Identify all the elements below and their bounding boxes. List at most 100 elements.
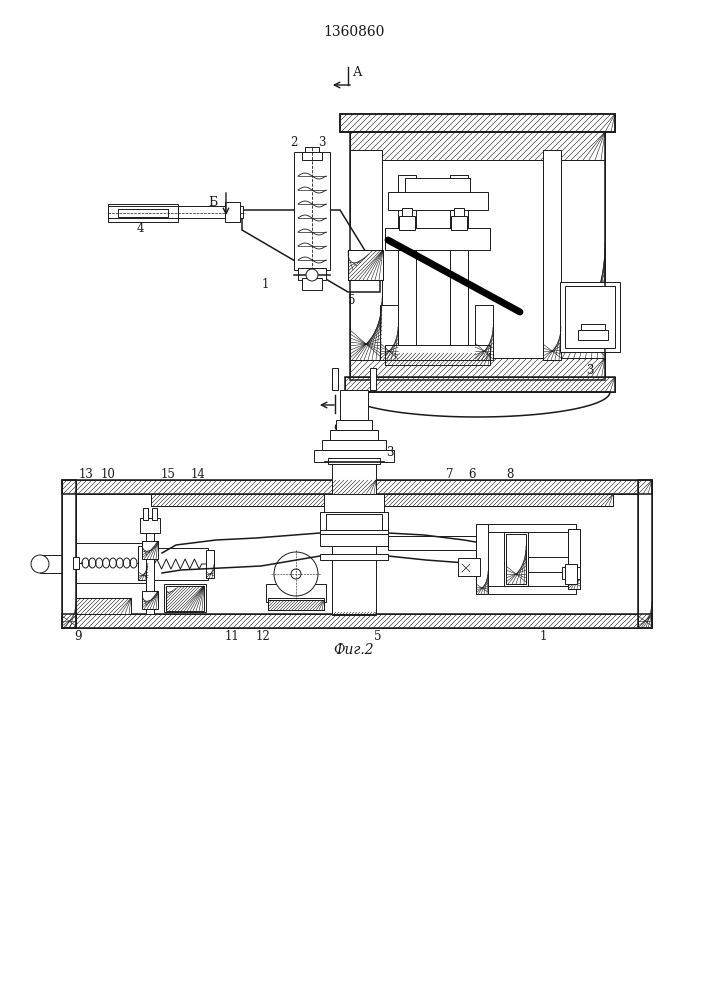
Text: Фиг.2: Фиг.2 bbox=[334, 643, 374, 657]
Bar bbox=[332, 368, 338, 390]
Bar bbox=[340, 114, 615, 132]
Bar bbox=[178, 206, 243, 218]
Bar bbox=[638, 480, 652, 628]
Bar bbox=[340, 390, 368, 420]
Bar bbox=[294, 152, 330, 270]
Bar bbox=[350, 358, 605, 380]
Bar bbox=[138, 546, 148, 580]
Bar bbox=[152, 508, 157, 520]
Text: 15: 15 bbox=[160, 468, 175, 482]
Bar bbox=[484, 532, 568, 586]
Bar bbox=[543, 150, 561, 360]
Bar bbox=[340, 114, 615, 132]
Text: 3: 3 bbox=[386, 446, 394, 458]
Bar bbox=[108, 204, 178, 222]
Bar bbox=[298, 268, 326, 280]
Text: 14: 14 bbox=[191, 468, 206, 482]
Bar bbox=[568, 529, 580, 589]
Bar bbox=[322, 440, 386, 450]
Bar bbox=[143, 508, 148, 520]
Text: 1: 1 bbox=[539, 631, 547, 644]
Bar bbox=[320, 530, 388, 536]
Bar bbox=[266, 584, 326, 602]
Text: 6: 6 bbox=[468, 468, 476, 482]
Text: 7: 7 bbox=[446, 468, 454, 482]
Bar bbox=[560, 282, 620, 352]
Bar bbox=[350, 132, 605, 380]
Bar bbox=[268, 598, 324, 610]
Bar bbox=[324, 494, 384, 514]
Bar bbox=[504, 532, 528, 586]
Bar bbox=[380, 305, 398, 360]
Bar bbox=[76, 494, 638, 614]
Bar bbox=[578, 330, 608, 340]
Circle shape bbox=[31, 555, 49, 573]
Bar bbox=[268, 600, 324, 610]
Bar bbox=[164, 584, 206, 612]
Bar bbox=[332, 480, 376, 494]
Bar bbox=[305, 147, 319, 152]
Bar bbox=[118, 209, 168, 217]
Bar bbox=[638, 480, 652, 628]
Bar bbox=[302, 152, 322, 160]
Bar bbox=[399, 216, 415, 230]
Bar bbox=[330, 430, 378, 440]
Bar bbox=[398, 175, 416, 350]
Text: А: А bbox=[340, 404, 350, 418]
Bar bbox=[73, 557, 79, 569]
Bar bbox=[568, 529, 580, 589]
Bar bbox=[345, 377, 615, 392]
Bar bbox=[166, 586, 204, 611]
Bar bbox=[62, 480, 76, 628]
Bar bbox=[388, 536, 476, 550]
Bar bbox=[545, 160, 605, 360]
Text: 9: 9 bbox=[74, 631, 82, 644]
Text: А-А: А-А bbox=[341, 450, 367, 464]
Bar bbox=[340, 114, 615, 132]
Bar bbox=[148, 548, 208, 580]
Text: 5: 5 bbox=[349, 294, 356, 306]
Bar bbox=[225, 202, 240, 222]
Bar bbox=[402, 208, 412, 216]
Bar bbox=[458, 558, 480, 576]
Bar bbox=[476, 524, 576, 594]
Text: 3: 3 bbox=[318, 135, 326, 148]
Text: 4: 4 bbox=[136, 222, 144, 234]
Bar bbox=[62, 480, 76, 628]
Bar bbox=[206, 550, 214, 578]
Text: 12: 12 bbox=[256, 631, 270, 644]
Bar bbox=[62, 480, 652, 494]
Bar bbox=[450, 175, 468, 350]
Bar bbox=[142, 591, 158, 609]
Polygon shape bbox=[242, 210, 380, 292]
Bar bbox=[385, 345, 490, 360]
Circle shape bbox=[274, 552, 318, 596]
Text: 2: 2 bbox=[291, 135, 298, 148]
Text: 3: 3 bbox=[586, 363, 594, 376]
Bar bbox=[506, 534, 526, 584]
Bar bbox=[565, 564, 577, 584]
Bar bbox=[451, 216, 467, 230]
Bar bbox=[336, 420, 372, 430]
Circle shape bbox=[291, 569, 301, 579]
Bar bbox=[345, 377, 615, 392]
Bar bbox=[350, 150, 382, 360]
Text: Б: Б bbox=[209, 196, 218, 209]
Bar bbox=[370, 368, 376, 390]
Bar bbox=[62, 480, 652, 494]
Bar bbox=[581, 324, 605, 330]
Text: 8: 8 bbox=[506, 468, 514, 482]
Bar bbox=[348, 250, 383, 280]
Bar bbox=[476, 524, 488, 594]
Bar bbox=[151, 494, 613, 506]
Bar bbox=[475, 305, 493, 360]
Bar bbox=[348, 250, 383, 280]
Bar bbox=[40, 555, 62, 573]
Bar bbox=[332, 464, 376, 614]
Bar bbox=[332, 612, 376, 615]
Bar bbox=[385, 228, 490, 250]
Text: 10: 10 bbox=[100, 468, 115, 482]
Text: 1360860: 1360860 bbox=[323, 25, 385, 39]
Bar bbox=[320, 554, 388, 560]
Bar bbox=[380, 160, 543, 358]
